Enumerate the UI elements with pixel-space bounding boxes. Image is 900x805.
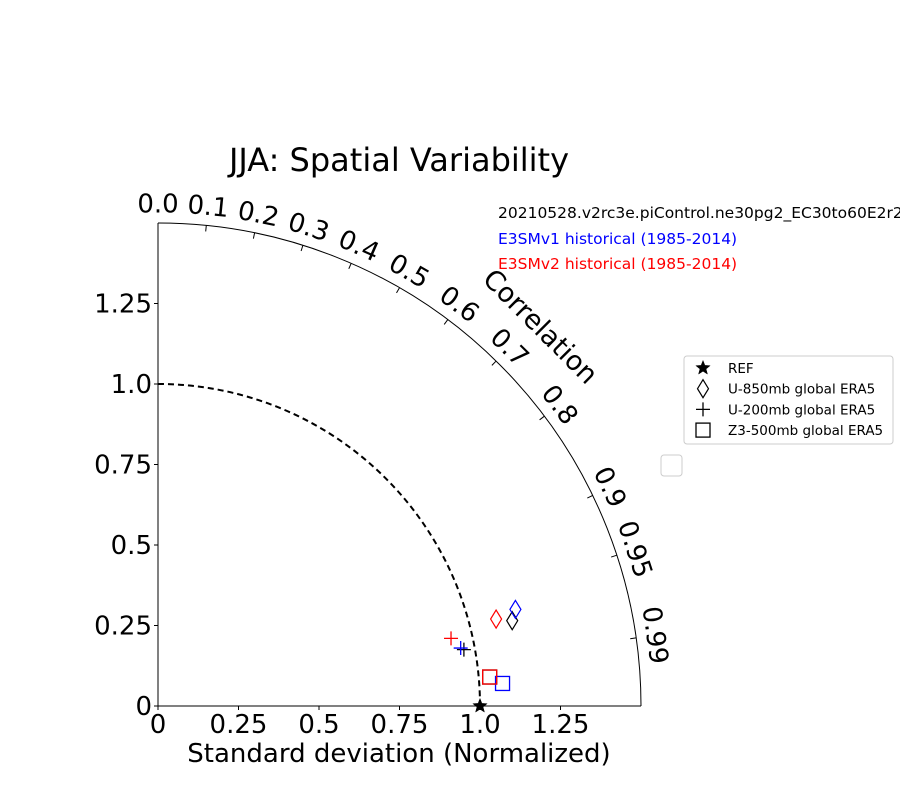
y-tick-label: 1.0	[111, 370, 152, 400]
dataset-label-control: 20210528.v2rc3e.piControl.ne30pg2_EC30to…	[498, 204, 900, 223]
dataset-labels: 20210528.v2rc3e.piControl.ne30pg2_EC30to…	[498, 204, 900, 273]
correlation-tick-mark	[539, 415, 545, 421]
correlation-tick-mark	[630, 637, 637, 640]
correlation-tick-label: 0.2	[235, 196, 282, 234]
legend-frame	[683, 355, 894, 445]
y-tick-label: 1.25	[94, 290, 152, 320]
x-tick-label: 0.25	[210, 710, 268, 740]
correlation-tick-label: 0.95	[611, 517, 658, 581]
correlation-tick-mark	[396, 287, 400, 294]
data-point-square	[482, 669, 498, 685]
chart-title: JJA: Spatial Variability	[227, 141, 569, 179]
empty-legend-box	[660, 454, 683, 477]
grid-layer	[157, 383, 481, 707]
legend-star-icon	[695, 359, 711, 375]
x-tick-label: 1.0	[459, 710, 500, 740]
y-tick-label: 0.5	[111, 531, 152, 561]
x-tick-label: 0	[150, 710, 167, 740]
x-axis-label: Standard deviation (Normalized)	[187, 739, 610, 769]
correlation-tick-label: 0.0	[137, 190, 178, 220]
correlation-tick-mark	[252, 232, 256, 239]
correlation-tick-mark	[443, 319, 449, 325]
y-tick-label: 0	[135, 692, 152, 722]
correlation-tick-mark	[348, 263, 352, 270]
legend-label: U-200mb global ERA5	[728, 402, 875, 418]
correlation-tick-mark	[300, 245, 304, 252]
legend-square-icon	[695, 422, 711, 438]
legend-items: REF U-850mb global ERA5 U-200mb global ERA…	[695, 359, 883, 439]
correlation-tick-label: 0.8	[535, 380, 584, 431]
data-point-square	[482, 669, 498, 685]
correlation-tick-mark	[610, 554, 618, 558]
y-tick-label: 0.75	[94, 451, 152, 481]
x-tick-label: 1.25	[532, 710, 590, 740]
legend-label: Z3-500mb global ERA5	[728, 423, 883, 439]
marker-layer	[444, 599, 522, 713]
correlation-tick-label: 0.5	[383, 248, 434, 295]
correlation-tick-mark	[587, 495, 593, 499]
x-tick-label: 0.75	[371, 710, 429, 740]
correlation-tick-mark	[491, 360, 497, 366]
legend-plus-icon	[696, 402, 710, 417]
reference-star-marker	[472, 697, 488, 713]
data-point-diamond	[509, 599, 522, 620]
correlation-tick-mark	[205, 225, 207, 232]
x-tick-label: 0.5	[298, 710, 339, 740]
legend-diamond-icon	[696, 378, 710, 399]
data-point-square	[494, 675, 511, 692]
correlation-axis-label: Correlation	[476, 263, 603, 390]
correlation-tick-label: 0.1	[186, 190, 230, 224]
dataset-label-e3smv1: E3SMv1 historical (1985-2014)	[498, 230, 737, 248]
correlation-tick-label: 0.9	[587, 462, 632, 512]
correlation-tick-label: 0.4	[334, 224, 384, 268]
data-point-plus	[444, 631, 459, 646]
correlation-tick-label: 0.99	[636, 604, 674, 666]
outer-arc	[157, 222, 642, 707]
y-tick-label: 0.25	[94, 612, 152, 642]
data-point-plus	[453, 641, 468, 656]
reference-std-arc	[157, 383, 481, 707]
correlation-tick-label: 0.6	[433, 280, 484, 329]
legend-label: REF	[728, 361, 754, 377]
data-point-plus	[456, 642, 471, 657]
legend-label: U-850mb global ERA5	[728, 382, 875, 398]
legend: REF U-850mb global ERA5 U-200mb global ERA…	[683, 355, 894, 445]
dataset-label-e3smv2: E3SMv2 historical (1985-2014)	[498, 255, 737, 273]
data-point-diamond	[489, 608, 503, 630]
data-point-diamond	[505, 610, 519, 631]
